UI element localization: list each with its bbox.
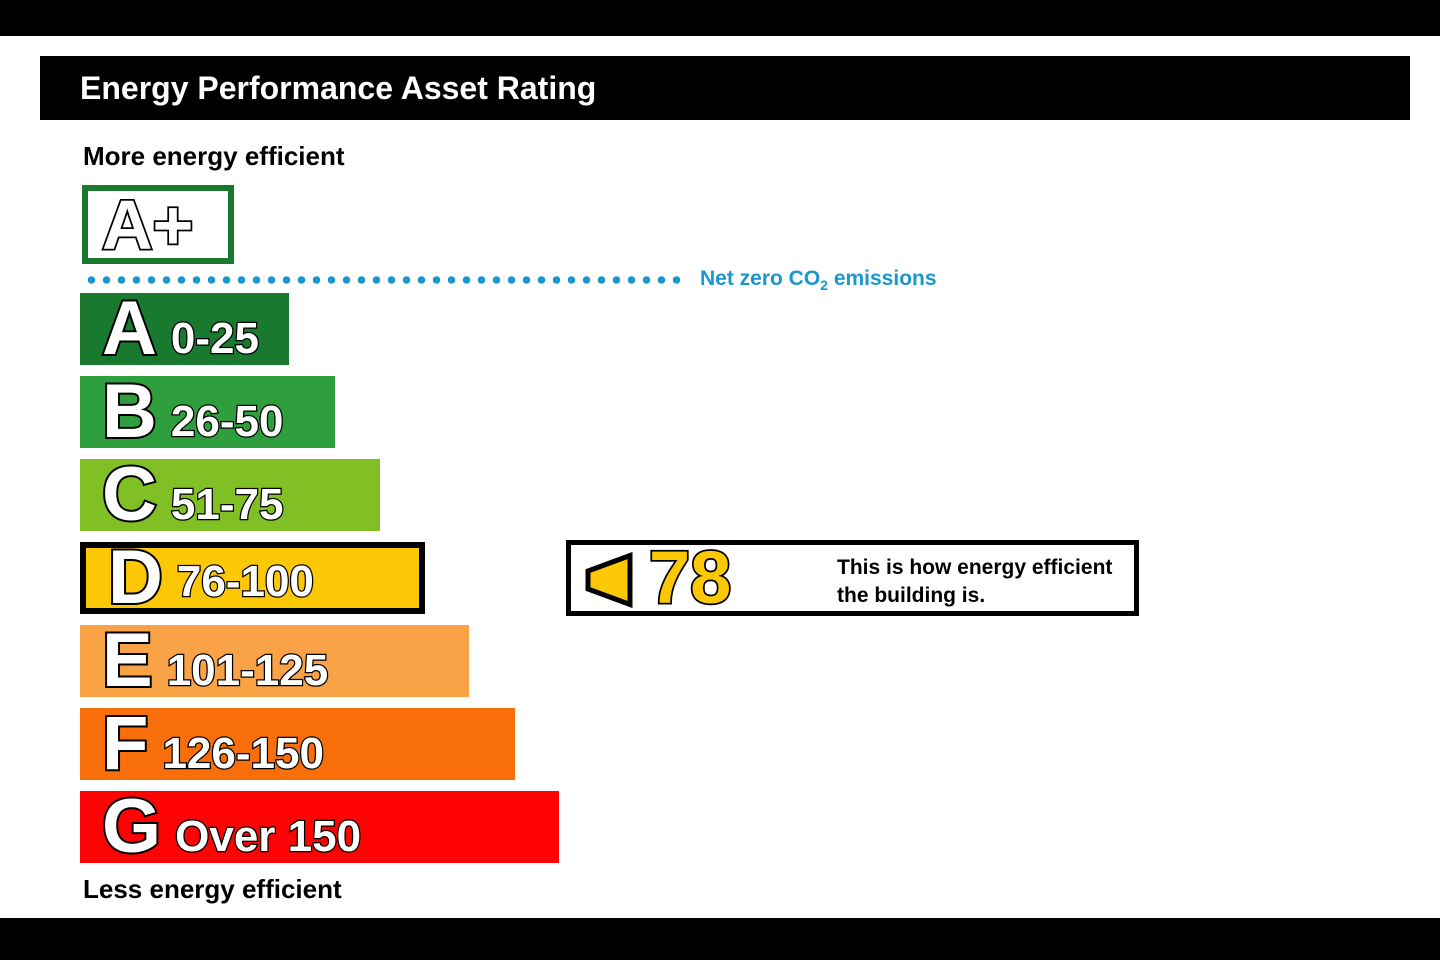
band-range: Over 150 (174, 812, 362, 861)
band-letter: B (100, 369, 159, 454)
band-letter: G (100, 784, 163, 869)
band-range: 26-50 (170, 397, 285, 446)
letterbox-top (0, 0, 1440, 36)
band-range: 0-25 (170, 314, 261, 363)
more-efficient-label: More energy efficient (83, 141, 345, 171)
rating-indicator-box: 78 This is how energy efficient the buil… (566, 536, 1139, 619)
net-zero-label: Net zero CO2 emissions (700, 266, 937, 298)
rating-value: 78 (647, 536, 733, 619)
band-g: G Over 150 (80, 784, 559, 869)
band-c: C 51-75 (80, 452, 380, 537)
band-a: A 0-25 (80, 286, 289, 371)
band-e: E 101-125 (80, 618, 469, 703)
chart-title-bar: Energy Performance Asset Rating (40, 56, 1410, 120)
band-b: B 26-50 (80, 369, 335, 454)
band-d: D 76-100 (80, 535, 425, 620)
band-f: F 126-150 (80, 701, 515, 786)
net-zero-text: Net zero CO (700, 267, 821, 290)
net-zero-dotted-line (84, 275, 682, 285)
less-efficient-label: Less energy efficient (83, 874, 342, 904)
band-range: 126-150 (161, 729, 325, 778)
band-range: 76-100 (176, 557, 316, 606)
net-zero-text-suffix: emissions (827, 267, 937, 290)
band-letter: E (100, 618, 155, 703)
rating-description: This is how energy efficient the buildin… (837, 554, 1112, 610)
band-letter: A (100, 286, 159, 371)
band-range: 101-125 (165, 646, 329, 695)
rating-bands: A 0-25 B 26-50 C 51-75 D 76-100 E 101-125 F 126-150… (80, 286, 559, 874)
band-letter: D (106, 535, 165, 620)
band-letter: F (100, 701, 150, 786)
rating-description-line2: the building is. (837, 584, 986, 607)
chart-title: Energy Performance Asset Rating (80, 70, 597, 106)
net-zero-subscript: 2 (820, 277, 828, 294)
band-range: 51-75 (170, 480, 285, 529)
rating-description-line1: This is how energy efficient (837, 556, 1113, 579)
band-letter: C (100, 452, 159, 537)
band-a-plus: A+ (82, 185, 234, 264)
band-a-plus-letter: A+ (100, 185, 195, 264)
left-arrow-icon (585, 552, 633, 608)
letterbox-bottom (0, 918, 1440, 960)
